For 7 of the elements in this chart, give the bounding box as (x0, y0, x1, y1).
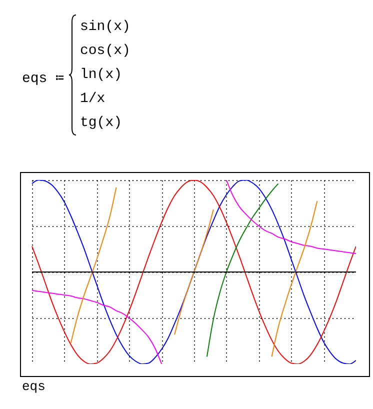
x-axis-title: eqs (22, 379, 46, 394)
text: 1/x (80, 90, 106, 109)
text: ln(x) (80, 66, 124, 85)
chart-title: eqs ≔ (22, 70, 64, 87)
text: sin(x) (80, 18, 130, 37)
text: tg(x) (80, 114, 124, 133)
text: cos(x) (80, 42, 130, 61)
